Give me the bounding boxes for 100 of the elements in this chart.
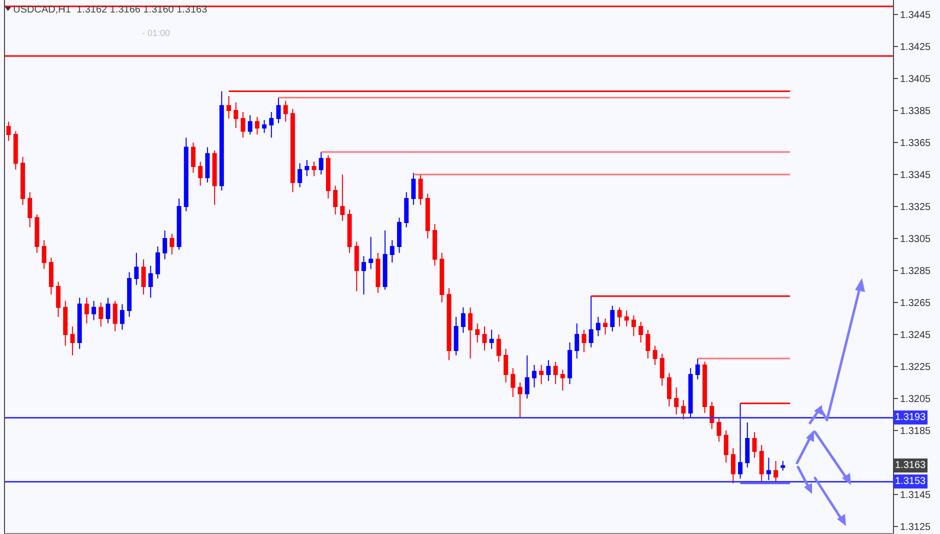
candlestick <box>560 369 565 392</box>
candlestick <box>652 345 658 366</box>
candlestick <box>340 174 345 222</box>
candlestick <box>674 386 679 416</box>
y-tick-label: 1.3325 <box>900 202 932 213</box>
candlestick <box>176 198 182 250</box>
candlestick <box>290 108 295 193</box>
candlestick <box>304 160 310 177</box>
candlestick <box>248 114 252 135</box>
candlestick <box>432 224 438 266</box>
candlestick <box>688 368 693 418</box>
candlestick <box>219 90 224 191</box>
candlestick <box>510 368 516 398</box>
candlestick <box>546 360 551 382</box>
candlestick <box>446 288 452 361</box>
candlestick <box>318 152 324 175</box>
candlestick <box>6 121 11 142</box>
candlestick <box>468 306 473 360</box>
y-tick-label: 1.3365 <box>900 138 932 149</box>
y-tick-label: 1.3405 <box>900 74 932 85</box>
candlestick <box>553 361 558 385</box>
candlestick <box>774 460 778 482</box>
candlestick <box>397 217 402 254</box>
ref-line-label: 1.3193 <box>895 412 926 423</box>
candlestick <box>766 457 771 481</box>
y-tick-label: 1.3385 <box>900 106 932 117</box>
candlestick <box>496 334 501 362</box>
candlestick <box>312 161 316 177</box>
candlestick <box>156 246 160 279</box>
candlestick <box>603 318 608 336</box>
candlestick <box>333 185 338 215</box>
candlestick <box>624 310 629 328</box>
candlestick <box>482 326 487 352</box>
candlestick <box>539 364 544 385</box>
candlestick <box>92 300 96 321</box>
candlestick <box>240 112 246 138</box>
candlestick <box>646 329 650 360</box>
candlestick <box>418 174 423 206</box>
candlestick <box>738 402 742 480</box>
candlestick <box>568 342 572 385</box>
candlestick <box>588 296 594 348</box>
candlestick <box>276 97 281 124</box>
candlestick <box>212 150 217 206</box>
candlestick <box>724 430 728 464</box>
candlestick <box>63 300 68 346</box>
candlestick <box>454 316 458 356</box>
candlestick <box>198 161 203 186</box>
candlestick <box>404 192 409 228</box>
candlestick <box>730 448 736 484</box>
candlestick <box>710 401 714 430</box>
candlestick <box>475 322 480 344</box>
candlestick <box>170 233 174 255</box>
candlestick <box>631 314 636 337</box>
candlestick <box>28 192 32 228</box>
chart-title: USDCAD,H1 1.3162 1.3166 1.3160 1.3163 <box>13 4 208 16</box>
annotation: 1.3163 <box>895 460 926 471</box>
candlestick <box>298 162 302 188</box>
candlestick <box>326 154 330 199</box>
y-tick-label: 1.3245 <box>900 330 932 342</box>
candlestick <box>368 236 374 270</box>
candlestick <box>524 354 530 400</box>
candlestick <box>425 193 430 239</box>
y-tick-label: 1.3185 <box>900 426 932 438</box>
candlestick <box>574 322 580 360</box>
candlestick <box>70 326 75 356</box>
y-tick-label: 1.3125 <box>900 522 932 534</box>
candlestick <box>489 329 494 350</box>
candlestick <box>376 252 380 294</box>
y-tick-label: 1.3445 <box>900 10 932 21</box>
candlestick <box>752 432 757 458</box>
candlestick <box>20 156 25 206</box>
candlestick <box>254 116 260 135</box>
candlestick <box>638 321 644 344</box>
candlestick <box>162 230 168 260</box>
y-tick-label: 1.3345 <box>900 170 932 181</box>
candlestick <box>283 100 288 122</box>
y-tick-label: 1.3425 <box>900 42 932 53</box>
candlestick <box>84 297 89 324</box>
candlestick <box>120 304 124 330</box>
candlestick <box>98 302 104 328</box>
candlestick <box>347 209 352 254</box>
candlestick <box>184 137 188 212</box>
y-tick-label: 1.3145 <box>900 490 932 502</box>
candlestick <box>42 240 46 270</box>
candlestick <box>780 460 786 472</box>
candlestick <box>596 316 600 337</box>
candlestick <box>411 172 416 206</box>
candlestick <box>532 364 536 388</box>
candlestick <box>13 130 18 170</box>
candlestick <box>77 297 82 350</box>
candlestick <box>460 306 466 334</box>
candlestick <box>34 214 40 254</box>
candlestick <box>666 372 672 408</box>
candlestick <box>112 300 118 332</box>
y-tick-label: 1.3285 <box>900 266 932 277</box>
candlestick <box>354 241 359 292</box>
candlestick <box>134 252 139 286</box>
candlestick <box>716 417 722 442</box>
y-tick-label: 1.3265 <box>900 298 932 310</box>
candlestick <box>504 348 508 384</box>
